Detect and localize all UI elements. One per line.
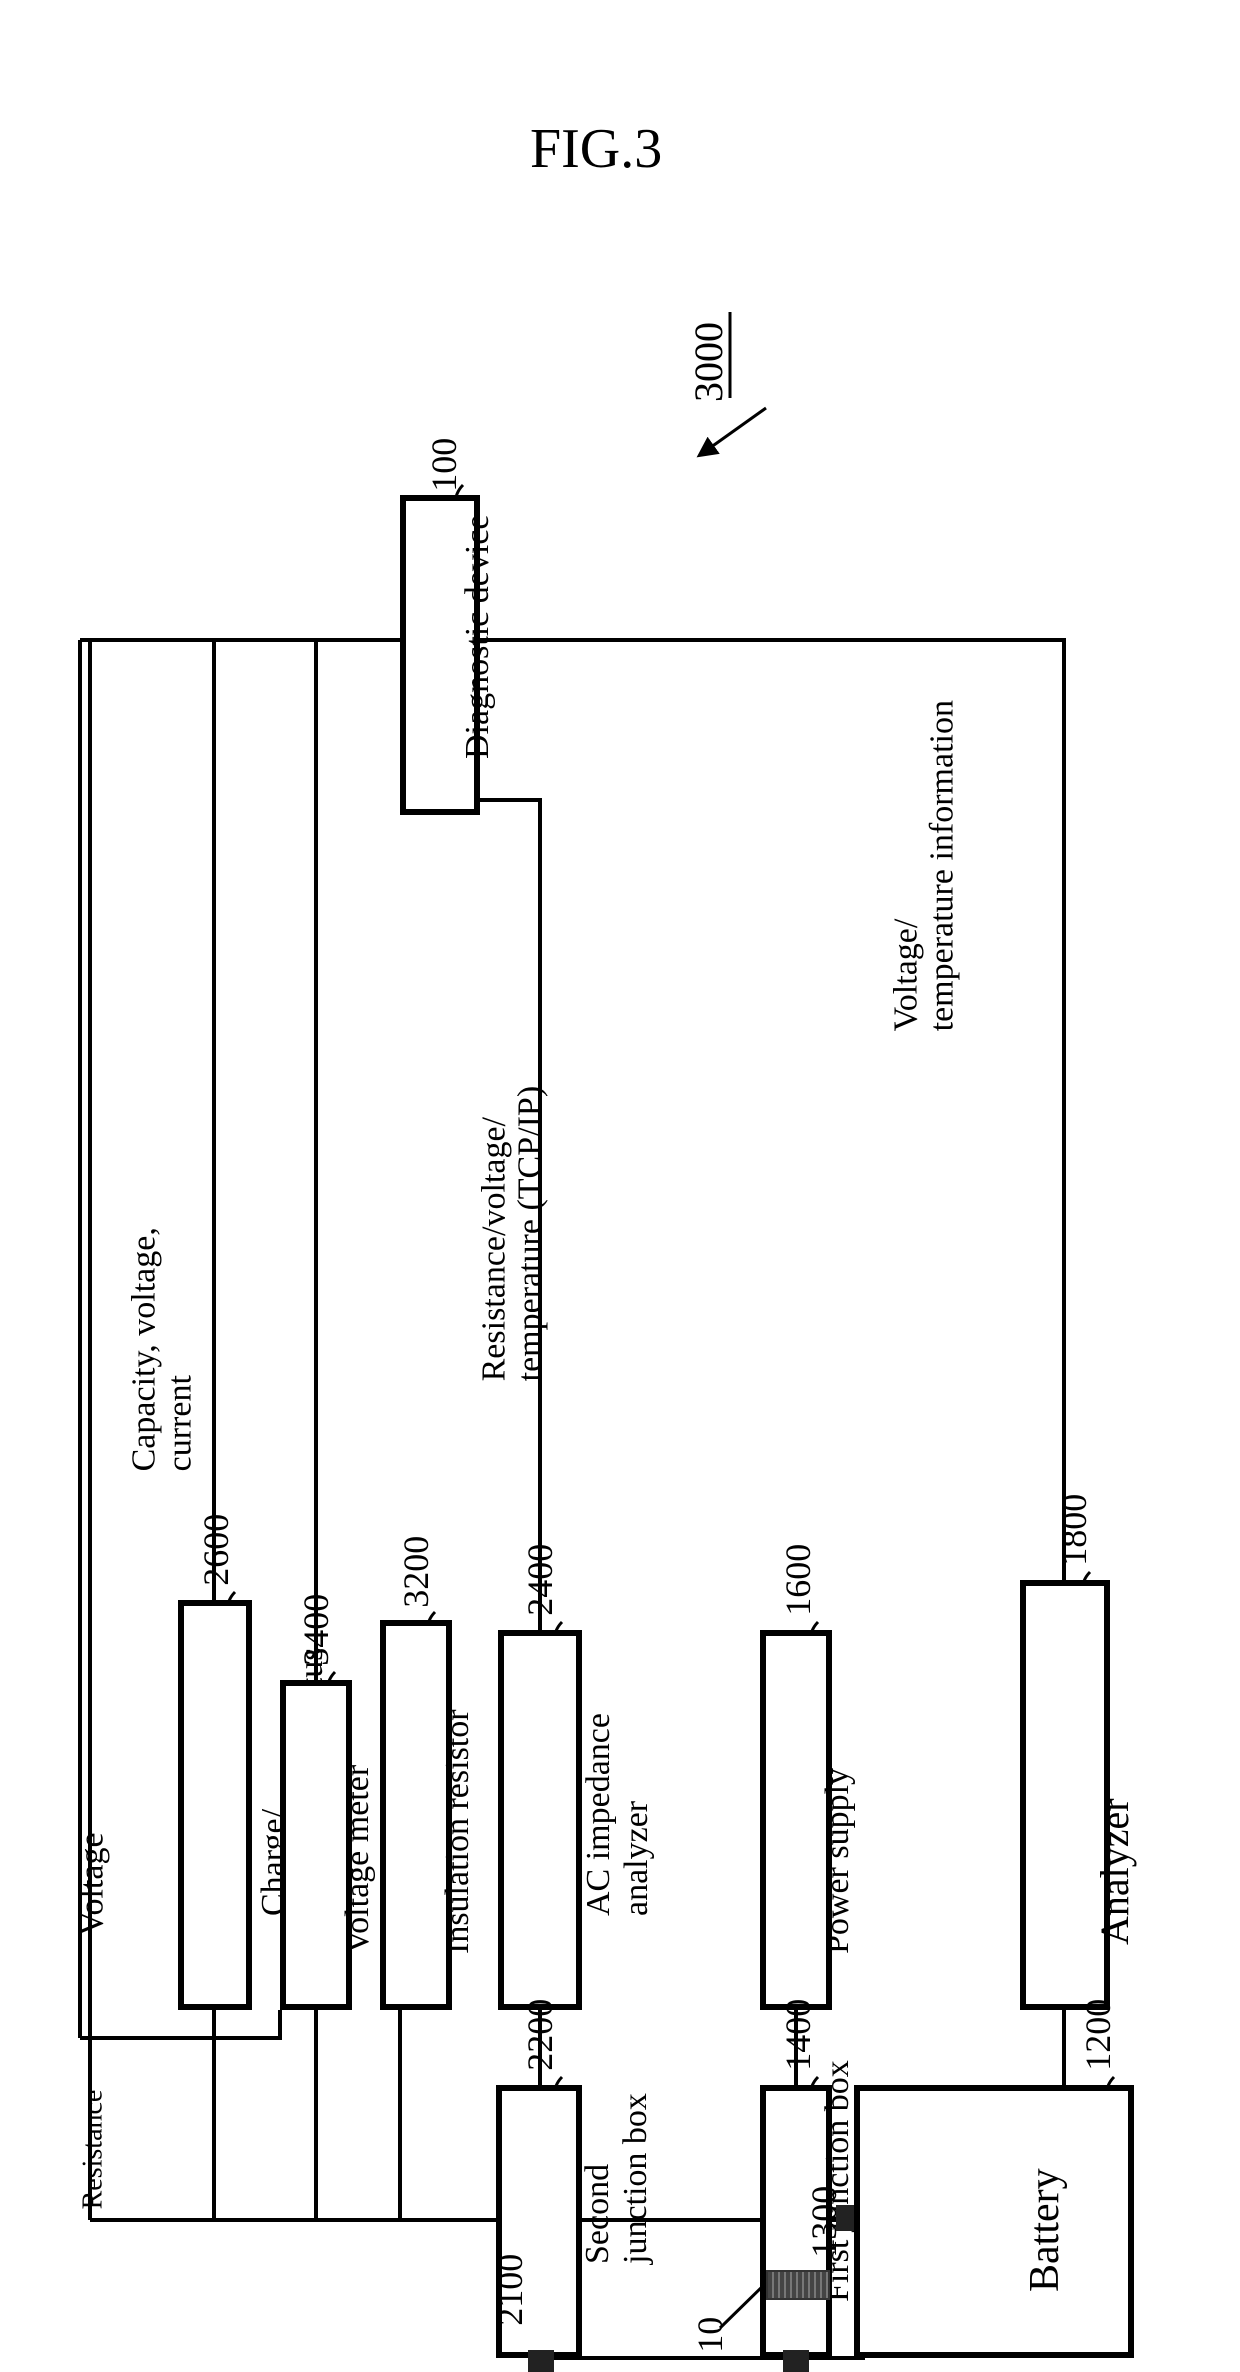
acimp-ref: 2400 xyxy=(522,1544,560,1616)
jbox2-ref: 2200 xyxy=(522,1999,560,2071)
edge-label-cap_v_i: Capacity, voltage, current xyxy=(127,1227,198,1471)
diagnostic-device: Diagnostic device xyxy=(400,495,480,815)
edge-label-resist: Resistance xyxy=(79,2090,108,2210)
edge-label-rvt_tcp: Resistance/voltage/ temperature (TCP/IP) xyxy=(477,1086,548,1382)
system-ref: 3000 xyxy=(688,322,730,402)
vmeter-block: Voltage meter xyxy=(280,1680,352,2010)
shunt10-ref: 10 xyxy=(692,2317,730,2353)
insul-block: Insulation resistor xyxy=(380,1620,452,2010)
connector-batt_left xyxy=(836,2205,854,2231)
acimp-block: AC impedance analyzer xyxy=(498,1630,582,2010)
acimp-label: AC impedance analyzer xyxy=(580,1713,656,1916)
vmeter-label: Voltage meter xyxy=(339,1765,377,1954)
jbox1-ref: 1400 xyxy=(780,1999,818,2071)
battery-block: Battery xyxy=(854,2085,1134,2358)
diagnostic-device-label: Diagnostic device xyxy=(459,514,497,759)
jbox2-label: Second junction box xyxy=(579,2093,655,2264)
diag-ref: 100 xyxy=(426,438,464,492)
psupply-block: Power supply xyxy=(760,1630,832,2010)
insul-label: Insulation resistor xyxy=(439,1709,477,1954)
vmeter-ref: 3400 xyxy=(298,1594,336,1666)
psupply-ref: 1600 xyxy=(780,1544,818,1616)
analyzer-block: Analyzer xyxy=(1020,1580,1110,2010)
insul-ref: 3200 xyxy=(398,1536,436,1608)
analyzer-label: Analyzer xyxy=(1091,1798,1138,1945)
shunt xyxy=(766,2270,830,2300)
analyzer-ref: 1800 xyxy=(1056,1494,1094,1566)
edge-label-vt_info: Voltage/ temperature information xyxy=(889,700,960,1031)
edge-label-voltage: Voltage xyxy=(74,1832,110,1935)
charge-ref: 2600 xyxy=(198,1514,236,1586)
battery-label: Battery xyxy=(1021,2168,1069,2292)
psupply-label: Power supply xyxy=(819,1768,857,1954)
figure-title: FIG.3 xyxy=(530,120,662,179)
charge-block: Charge/ discharge apparatus xyxy=(178,1600,252,2010)
battery-ref: 1200 xyxy=(1080,1999,1118,2071)
connector-jbox1_bottom xyxy=(783,2350,809,2372)
connector-jbox2_bottom xyxy=(528,2350,554,2372)
jbox1-label: First junction box xyxy=(819,2060,857,2302)
